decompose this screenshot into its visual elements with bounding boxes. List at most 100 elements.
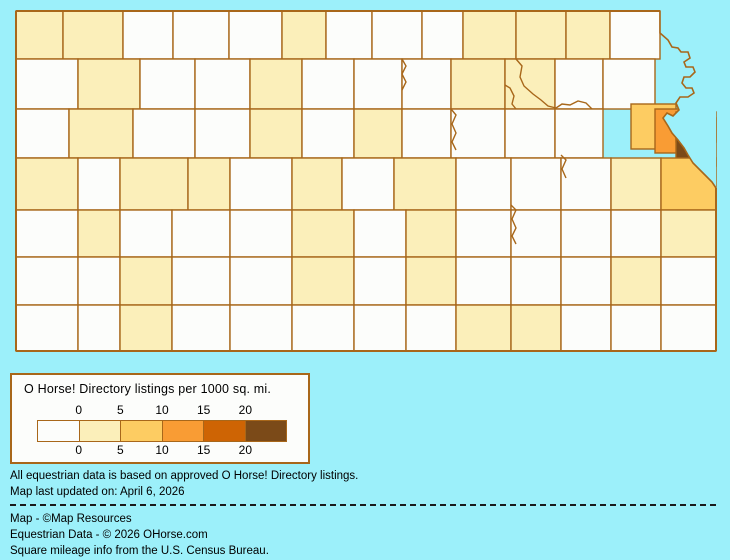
county-c-r5-04[interactable] (171, 209, 231, 258)
county-c-r1-13[interactable] (609, 10, 661, 60)
legend-tick-bottom-0: 0 (75, 443, 82, 457)
county-c-r3-11[interactable] (554, 108, 604, 159)
county-c-r2-12[interactable] (602, 58, 656, 110)
county-c-r3-07[interactable] (353, 108, 403, 159)
county-c-r6-09[interactable] (455, 256, 512, 306)
county-c-r6-11[interactable] (560, 256, 612, 306)
county-c-r1-05[interactable] (228, 10, 283, 60)
county-c-r6-12[interactable] (610, 256, 662, 306)
kansas-choropleth-map (15, 10, 717, 352)
legend-swatch-5 (245, 421, 286, 441)
county-c-r2-07[interactable] (353, 58, 403, 110)
county-c-r4-01[interactable] (15, 157, 79, 211)
county-c-r7-13[interactable] (660, 304, 717, 352)
footer: All equestrian data is based on approved… (10, 468, 722, 559)
county-c-r2-09[interactable] (450, 58, 506, 110)
county-c-r7-12[interactable] (610, 304, 662, 352)
legend-swatch-0 (38, 421, 80, 441)
county-c-r7-08[interactable] (405, 304, 457, 352)
county-c-r7-06[interactable] (291, 304, 355, 352)
county-c-r6-03[interactable] (119, 256, 173, 306)
county-c-r4-08[interactable] (393, 157, 457, 211)
legend-tick-bottom-20: 20 (238, 443, 253, 457)
county-c-r5-07[interactable] (353, 209, 407, 258)
missouri-river-border (659, 11, 717, 189)
county-c-r5-05[interactable] (229, 209, 293, 258)
county-c-r5-02[interactable] (77, 209, 121, 258)
county-c-r2-02[interactable] (77, 58, 141, 110)
county-c-r4-06[interactable] (291, 157, 343, 211)
county-c-r5-12[interactable] (610, 209, 662, 258)
county-c-r1-03[interactable] (122, 10, 174, 60)
county-c-r2-05[interactable] (249, 58, 303, 110)
county-c-r4-09[interactable] (455, 157, 512, 211)
legend-tick-bottom-15: 15 (196, 443, 211, 457)
county-c-r6-13[interactable] (660, 256, 717, 306)
county-c-r6-01[interactable] (15, 256, 79, 306)
county-c-r1-01[interactable] (15, 10, 64, 60)
legend-swatch-4 (204, 421, 246, 441)
county-c-r4-10[interactable] (510, 157, 562, 211)
county-c-r2-03[interactable] (139, 58, 196, 110)
county-c-r4-05[interactable] (229, 157, 293, 211)
county-c-r5-09[interactable] (455, 209, 512, 258)
county-c-r3-09[interactable] (450, 108, 506, 159)
state-outline (15, 10, 717, 352)
county-c-r7-04[interactable] (171, 304, 231, 352)
county-c-r1-04[interactable] (172, 10, 230, 60)
county-c-r5-03[interactable] (119, 209, 173, 258)
legend-tick-top-20: 20 (238, 403, 253, 417)
county-c-r3-08[interactable] (401, 108, 452, 159)
county-c-r3-10[interactable] (504, 108, 556, 159)
county-c-r7-01[interactable] (15, 304, 79, 352)
county-c-r3-06[interactable] (301, 108, 355, 159)
county-c-r6-04[interactable] (171, 256, 231, 306)
legend-swatch-1 (79, 421, 121, 441)
county-c-r5-11[interactable] (560, 209, 612, 258)
county-c-r2-01[interactable] (15, 58, 79, 110)
county-c-r4-04[interactable] (187, 157, 231, 211)
county-c-r1-08[interactable] (371, 10, 423, 60)
county-c-r4-12[interactable] (610, 157, 662, 211)
county-c-r6-08[interactable] (405, 256, 457, 306)
county-c-r2-06[interactable] (301, 58, 355, 110)
county-c-r5-08[interactable] (405, 209, 457, 258)
county-c-r1-09[interactable] (421, 10, 464, 60)
county-c-r4-03[interactable] (119, 157, 189, 211)
county-c-r6-07[interactable] (353, 256, 407, 306)
county-c-r1-02[interactable] (62, 10, 124, 60)
county-c-r3-05[interactable] (249, 108, 303, 159)
county-c-r1-11[interactable] (515, 10, 567, 60)
county-c-r7-02[interactable] (77, 304, 121, 352)
county-c-r6-05[interactable] (229, 256, 293, 306)
county-c-r3-03[interactable] (132, 108, 196, 159)
county-c-r3-01[interactable] (15, 108, 70, 159)
county-c-r7-11[interactable] (560, 304, 612, 352)
county-c-r1-12[interactable] (565, 10, 611, 60)
county-c-r7-10[interactable] (510, 304, 562, 352)
county-c-r6-02[interactable] (77, 256, 121, 306)
county-c-r4-07[interactable] (341, 157, 395, 211)
county-c-r7-09[interactable] (455, 304, 512, 352)
county-c-r7-07[interactable] (353, 304, 407, 352)
county-c-r6-06[interactable] (291, 256, 355, 306)
county-c-r5-01[interactable] (15, 209, 79, 258)
county-c-r7-03[interactable] (119, 304, 173, 352)
legend-tick-bottom-10: 10 (155, 443, 169, 457)
county-c-r6-10[interactable] (510, 256, 562, 306)
county-c-r5-06[interactable] (291, 209, 355, 258)
county-c-r4-02[interactable] (77, 157, 121, 211)
county-c-r1-06[interactable] (281, 10, 327, 60)
county-c-r3-04[interactable] (194, 108, 251, 159)
county-c-r2-04[interactable] (194, 58, 251, 110)
legend-tick-top-5: 5 (116, 403, 124, 417)
county-c-r2-08[interactable] (401, 58, 452, 110)
county-c-r3-02[interactable] (68, 108, 134, 159)
county-c-r1-10[interactable] (462, 10, 517, 60)
county-c-r7-05[interactable] (229, 304, 293, 352)
county-c-r4-11[interactable] (560, 157, 612, 211)
county-c-r5-10[interactable] (510, 209, 562, 258)
legend-tick-top-10: 10 (155, 403, 169, 417)
county-c-r1-07[interactable] (325, 10, 373, 60)
county-c-r5-13[interactable] (660, 209, 717, 258)
